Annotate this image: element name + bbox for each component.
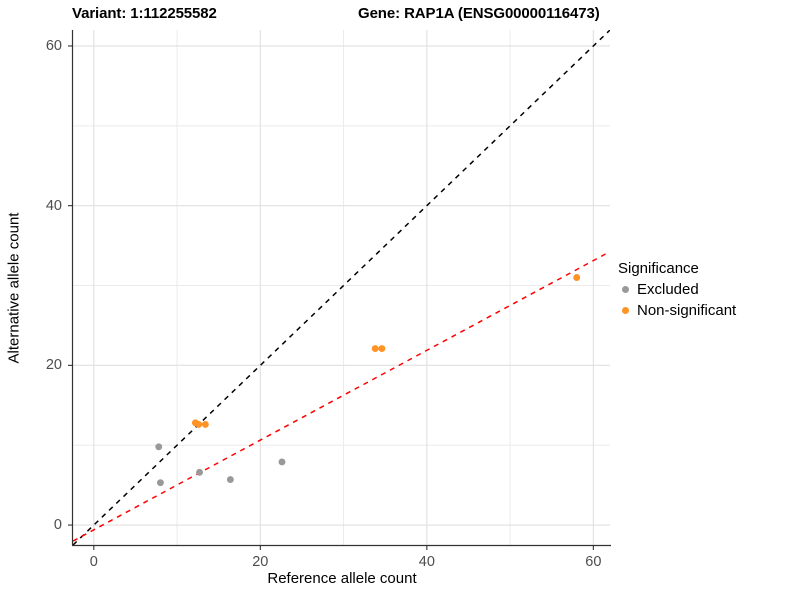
- data-point: [155, 443, 163, 451]
- y-tick-label: 40: [45, 197, 62, 214]
- legend-item-label: Excluded: [637, 281, 699, 298]
- legend-item-non-significant[interactable]: Non-significant: [618, 300, 793, 321]
- data-point: [201, 420, 209, 428]
- data-point: [371, 345, 379, 353]
- data-point: [378, 345, 386, 353]
- legend-swatch: [622, 286, 629, 293]
- x-axis-title: Reference allele count: [267, 570, 417, 587]
- gene-title: Gene: RAP1A (ENSG00000116473): [358, 5, 600, 22]
- data-point: [196, 468, 204, 476]
- x-tick-label: 60: [585, 554, 602, 570]
- data-point: [156, 479, 164, 487]
- y-axis-title: Alternative allele count: [5, 212, 23, 364]
- plot-panel: [73, 30, 610, 545]
- data-point: [573, 274, 581, 281]
- x-tick-label: 40: [418, 554, 435, 570]
- minor-gridlines: [73, 30, 610, 545]
- major-gridlines: [73, 30, 610, 545]
- x-tick-label: 20: [252, 554, 269, 570]
- data-point: [226, 476, 234, 483]
- legend-item-label: Non-significant: [637, 302, 737, 319]
- fit-line: [73, 250, 610, 542]
- data-point: [278, 458, 286, 466]
- variant-title: Variant: 1:112255582: [72, 5, 217, 22]
- reference-lines: [73, 30, 610, 545]
- circle-icon: [618, 282, 633, 297]
- legend: Significance Excluded Non-significant: [618, 260, 793, 321]
- data-points: [155, 274, 581, 487]
- circle-icon: [618, 303, 633, 318]
- legend-item-excluded[interactable]: Excluded: [618, 279, 793, 300]
- legend-swatch: [622, 307, 629, 314]
- legend-title: Significance: [618, 260, 699, 277]
- data-point: [195, 420, 203, 428]
- plot-canvas: [73, 30, 610, 545]
- y-tick-label: 0: [53, 517, 62, 534]
- y-tick-label: 20: [45, 357, 62, 374]
- legend-items: Excluded Non-significant: [618, 279, 793, 321]
- x-tick-label: 0: [89, 554, 98, 570]
- y-tick-label: 60: [45, 37, 62, 54]
- identity-line: [73, 30, 610, 545]
